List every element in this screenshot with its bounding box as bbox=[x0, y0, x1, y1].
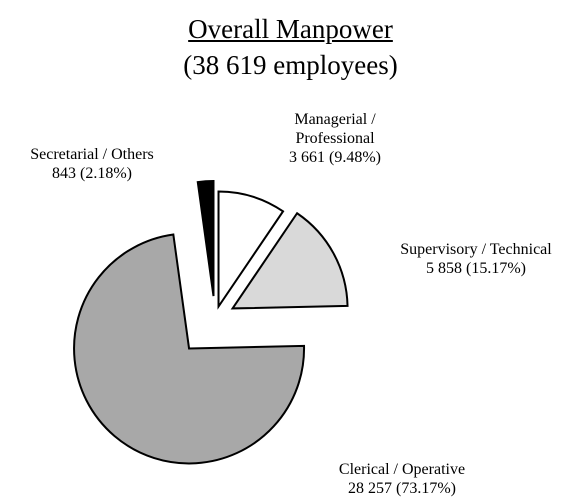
category-label: Managerial / Professional bbox=[294, 111, 376, 147]
pie-slice bbox=[196, 180, 215, 297]
value-label: 843 (2.18%) bbox=[52, 165, 132, 182]
category-label: Clerical / Operative bbox=[338, 461, 466, 478]
slice-label: Clerical / Operative 28 257 (73.17%) bbox=[302, 460, 502, 498]
value-label: 28 257 (73.17%) bbox=[348, 480, 456, 497]
pie-slice bbox=[217, 190, 285, 310]
value-label: 3 661 (9.48%) bbox=[289, 149, 381, 166]
pie-slice bbox=[230, 211, 349, 310]
category-label: Supervisory / Technical bbox=[400, 241, 552, 258]
value-label: 5 858 (15.17%) bbox=[426, 260, 526, 277]
slice-label: Secretarial / Others 843 (2.18%) bbox=[2, 145, 182, 183]
chart-title: Overall Manpower bbox=[188, 14, 393, 44]
slice-label: Managerial / Professional 3 661 (9.48%) bbox=[280, 110, 390, 167]
category-label: Secretarial / Others bbox=[30, 146, 154, 163]
pie-slice bbox=[73, 233, 306, 465]
slice-label: Supervisory / Technical 5 858 (15.17%) bbox=[371, 240, 581, 278]
chart-subtitle: (38 619 employees) bbox=[183, 50, 398, 80]
